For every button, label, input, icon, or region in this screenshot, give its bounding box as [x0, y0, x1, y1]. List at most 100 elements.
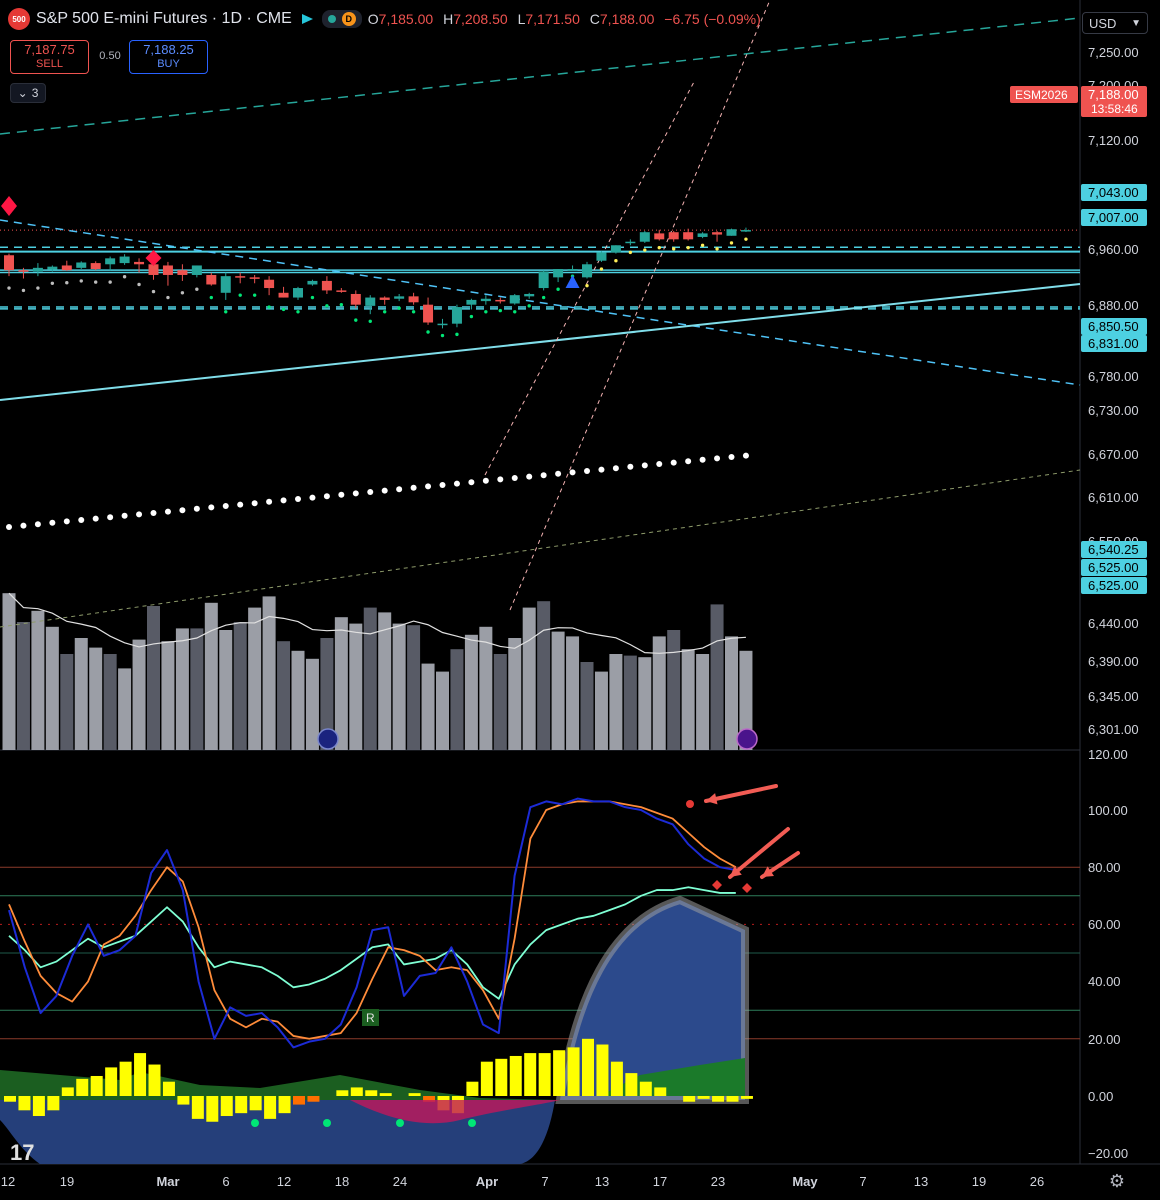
volume-bar — [436, 671, 449, 750]
volume-bar — [464, 634, 478, 750]
indicator-dot — [296, 310, 300, 314]
volume-bar — [493, 654, 507, 750]
volume-bar — [118, 668, 132, 750]
momentum-bar — [177, 1096, 190, 1105]
indicator-dot — [411, 310, 416, 314]
level-price-label: 6,540.25 — [1088, 542, 1139, 557]
volume-bar — [378, 612, 392, 750]
moving-average-dot — [107, 514, 114, 521]
moving-average-dot — [49, 519, 56, 526]
volume-bar — [450, 649, 464, 750]
symbol-logo: 500 — [8, 8, 30, 30]
moving-average-dot — [121, 512, 128, 519]
currency-select[interactable]: USD ▼ — [1082, 12, 1148, 34]
momentum-bar — [712, 1096, 725, 1102]
time-tick-label: 19 — [972, 1174, 986, 1189]
volume-bar — [233, 622, 247, 750]
rsi-line — [8, 886, 736, 1000]
buy-price: 7,188.25 — [143, 42, 194, 57]
divergence-marker — [742, 883, 752, 893]
candle-body — [4, 255, 14, 271]
price-tick-label: 6,880.00 — [1088, 298, 1139, 313]
candle-body — [148, 264, 159, 275]
candle-body — [394, 296, 405, 299]
moving-average-dot — [425, 483, 432, 490]
moving-average-dot — [410, 484, 417, 491]
candle-body — [76, 262, 87, 268]
moving-average-dot — [309, 494, 316, 501]
candle-body — [654, 233, 665, 240]
moving-average-dot — [555, 470, 562, 477]
indicator-dot — [238, 293, 242, 297]
volume-bar — [161, 641, 175, 750]
volume-bar — [2, 593, 16, 750]
candle-body — [408, 296, 419, 303]
event-icon — [736, 728, 758, 750]
momentum-bar — [625, 1073, 638, 1096]
osc-tick-label: −20.00 — [1088, 1146, 1128, 1161]
volume-bar — [89, 647, 103, 750]
axis-layer: 7,250.007,200.007,120.006,960.006,880.00… — [1, 45, 1147, 1189]
indicator-collapse-button[interactable]: ⌄ 3 — [10, 83, 46, 103]
momentum-bar — [350, 1087, 363, 1096]
indicator-dot — [137, 282, 141, 287]
r-signal-marker — [362, 1009, 379, 1026]
signal-dot — [468, 1119, 476, 1127]
volume-bar — [305, 658, 319, 750]
sell-label: SELL — [36, 58, 63, 70]
candle-body — [220, 276, 231, 293]
momentum-bar — [235, 1096, 248, 1114]
candle-body — [697, 233, 708, 237]
flag-icon[interactable] — [301, 13, 314, 25]
candle-body — [379, 297, 390, 300]
indicator-dot — [541, 295, 546, 300]
indicator-dot — [252, 293, 257, 297]
volume-bar — [580, 662, 594, 750]
candle-body — [509, 295, 520, 304]
moving-average-dot — [497, 476, 504, 483]
price-tick-label: 6,960.00 — [1088, 242, 1139, 257]
candle-body — [32, 267, 43, 272]
candle-body — [712, 232, 723, 235]
momentum-bar — [538, 1053, 551, 1096]
moving-average-dot — [280, 497, 287, 504]
sell-button[interactable]: 7,187.75 SELL — [10, 40, 89, 74]
change-value: −6.75 (−0.09%) — [664, 11, 761, 27]
momentum-bar — [423, 1096, 436, 1102]
symbol-title[interactable]: S&P 500 E-mini Futures · 1D · CME — [36, 10, 292, 27]
candle-layer — [1, 196, 751, 329]
moving-average-dot — [78, 517, 85, 523]
volume-bar — [594, 671, 608, 750]
chevron-down-icon: ⌄ — [17, 86, 28, 100]
momentum-bar — [18, 1096, 31, 1111]
indicator-dot — [383, 310, 387, 314]
moving-average-dot — [34, 521, 41, 528]
gear-icon[interactable]: ⚙ — [1108, 1171, 1126, 1191]
level-price-badge — [1081, 184, 1147, 201]
volume-bar — [320, 638, 334, 750]
annotation-arrow-head — [762, 866, 774, 877]
volume-bar — [363, 607, 377, 750]
moving-average-dot — [338, 491, 345, 498]
volume-bar — [522, 607, 536, 750]
moving-average-dot — [569, 469, 576, 476]
momentum-bar — [567, 1047, 580, 1096]
momentum-bar — [191, 1096, 204, 1119]
indicator-dot — [166, 295, 170, 300]
candle-body — [726, 229, 737, 236]
volume-bar — [710, 604, 724, 750]
tradingview-logo: 17 — [10, 1140, 34, 1165]
indicator-dot — [180, 291, 185, 295]
candle-body — [162, 265, 173, 275]
indicator-dot — [729, 241, 734, 245]
candle-body — [683, 232, 694, 240]
price-tick-label: 6,390.00 — [1088, 654, 1139, 669]
indicator-status-pill[interactable]: D — [321, 10, 362, 28]
candle-body — [321, 280, 332, 291]
moving-average-dot — [714, 455, 721, 462]
indicator-dot — [209, 295, 213, 300]
momentum-bar — [596, 1044, 609, 1096]
stoch-k-line — [8, 797, 736, 1049]
buy-button[interactable]: 7,188.25 BUY — [129, 40, 208, 74]
